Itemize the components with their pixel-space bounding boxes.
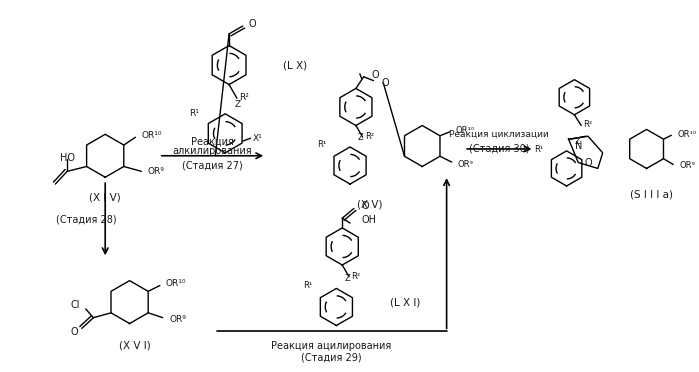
Text: R²: R² — [583, 121, 592, 129]
Text: (S I I I a): (S I I I a) — [630, 190, 673, 200]
Text: OR¹⁰: OR¹⁰ — [677, 130, 696, 139]
Text: алкилирования: алкилирования — [173, 146, 252, 156]
Text: Реакция циклизации: Реакция циклизации — [449, 130, 549, 139]
Text: R²: R² — [239, 93, 249, 102]
Text: Реакция ацилирования: Реакция ацилирования — [271, 341, 391, 351]
Text: R¹: R¹ — [534, 145, 544, 154]
Text: N: N — [575, 141, 582, 151]
Text: O: O — [70, 327, 78, 337]
Text: O: O — [371, 70, 379, 80]
Text: (Стадия 29): (Стадия 29) — [301, 353, 362, 363]
Text: R²: R² — [351, 272, 360, 280]
Text: HO: HO — [59, 153, 75, 163]
Text: (X V): (X V) — [356, 199, 382, 209]
Text: (Стадия 28): (Стадия 28) — [57, 214, 117, 224]
Text: (X V I): (X V I) — [119, 341, 150, 351]
Text: O: O — [362, 202, 369, 212]
Text: (L X I): (L X I) — [390, 297, 420, 307]
Text: R¹: R¹ — [303, 282, 312, 291]
Text: Z: Z — [235, 100, 241, 109]
Text: OR⁹: OR⁹ — [170, 315, 187, 324]
Text: Z: Z — [575, 137, 580, 145]
Text: X¹: X¹ — [252, 134, 262, 143]
Text: R¹: R¹ — [317, 140, 326, 149]
Text: Cl: Cl — [71, 300, 80, 310]
Text: (Стадия 27): (Стадия 27) — [182, 160, 243, 170]
Text: Реакция: Реакция — [191, 136, 234, 146]
Text: Z: Z — [344, 274, 350, 283]
Text: Z: Z — [358, 133, 363, 142]
Text: OR⁹: OR⁹ — [458, 160, 473, 169]
Text: O: O — [381, 78, 389, 87]
Text: O: O — [249, 19, 257, 29]
Text: OH: OH — [362, 215, 377, 225]
Text: OR⁹: OR⁹ — [679, 161, 695, 170]
Text: (L X): (L X) — [282, 60, 307, 70]
Text: R¹: R¹ — [189, 109, 199, 118]
Text: (Стадия 30): (Стадия 30) — [469, 144, 530, 154]
Text: OR¹⁰: OR¹⁰ — [166, 279, 186, 288]
Text: R²: R² — [365, 132, 374, 141]
Text: O: O — [584, 158, 592, 168]
Text: OR¹⁰: OR¹⁰ — [141, 131, 162, 140]
Text: OR⁹: OR⁹ — [147, 167, 164, 176]
Text: (X I V): (X I V) — [89, 193, 121, 203]
Text: OR¹⁰: OR¹⁰ — [456, 126, 475, 135]
